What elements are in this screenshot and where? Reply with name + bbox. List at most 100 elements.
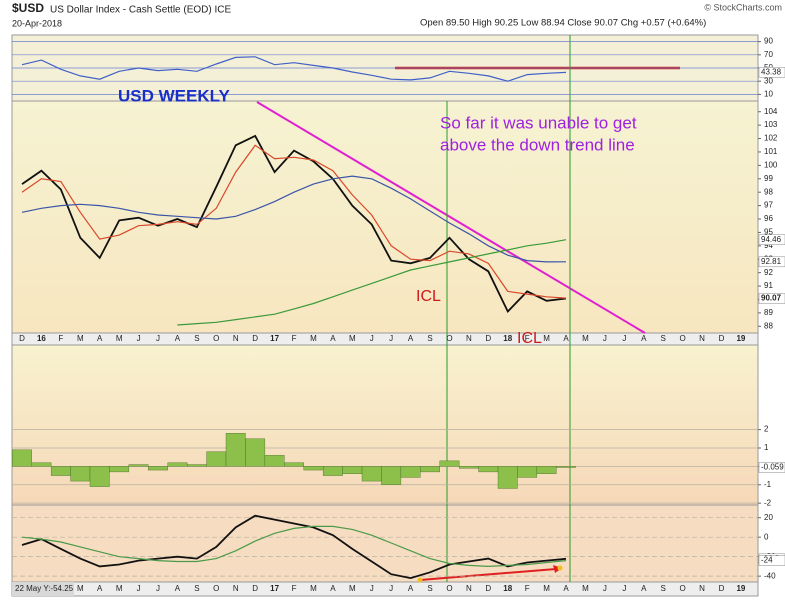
series-line: [21, 134, 567, 314]
x-tick-label: M: [582, 334, 589, 343]
x-tick-label: M: [543, 584, 550, 593]
histogram-bar: [458, 466, 479, 469]
panel-plot: [12, 41, 758, 95]
histogram-bar: [361, 466, 382, 482]
histogram-bar: [517, 466, 538, 478]
series-line: [21, 175, 567, 263]
histogram-bar: [478, 466, 499, 473]
value-tag-box: [758, 234, 785, 245]
y-tick-label: 2: [764, 425, 769, 434]
y-tick-label: 20: [764, 513, 773, 522]
y-tick-label: 1: [764, 443, 769, 452]
histogram-bar: [536, 466, 557, 474]
annotation: USD WEEKLY: [118, 86, 230, 105]
value-tag-box: [758, 256, 785, 268]
x-tick-label: M: [349, 334, 356, 343]
histogram-bar: [225, 433, 246, 467]
histogram-bar: [186, 464, 207, 467]
annotation: ICL: [517, 330, 542, 347]
x-tick-label: 18: [503, 334, 512, 343]
y-tick-label: 96: [764, 214, 773, 223]
x-tick-label: D: [719, 334, 725, 343]
x-tick-label: J: [156, 584, 160, 593]
footer: 22 May Y:-54.25: [15, 584, 74, 593]
x-tick-label: D: [19, 334, 25, 343]
x-tick-label: N: [466, 584, 472, 593]
x-tick-label: 17: [270, 584, 279, 593]
histogram-bar: [167, 462, 188, 467]
x-tick-label: A: [641, 584, 647, 593]
y-tick-label: 88: [764, 321, 773, 330]
annotation: ICL: [416, 288, 441, 305]
x-tick-label: D: [485, 584, 491, 593]
value-tag: 90.07: [761, 294, 782, 303]
y-tick-label: 91: [764, 281, 773, 290]
x-tick-label: 19: [736, 334, 745, 343]
x-tick-label: F: [58, 334, 63, 343]
y-tick-label: -1: [764, 480, 772, 489]
x-tick-label: S: [661, 334, 666, 343]
y-tick-label: 101: [764, 147, 778, 156]
x-tick-label: A: [175, 584, 181, 593]
x-tick-label: F: [292, 334, 297, 343]
panel-plot: [12, 429, 758, 504]
x-tick-label: M: [349, 584, 356, 593]
y-tick-label: -2: [764, 498, 772, 507]
x-tick-label: J: [603, 584, 607, 593]
footer-box: [12, 582, 74, 596]
x-tick-label: F: [292, 584, 297, 593]
y-tick-label: 0: [764, 532, 769, 541]
price-panel: [11, 100, 759, 334]
x-tick-label: M: [77, 334, 84, 343]
value-tag: 43.38: [761, 67, 782, 76]
histogram-bar: [284, 462, 304, 467]
y-tick-label: 104: [764, 107, 778, 116]
series-line: [21, 514, 567, 580]
x-tick-label: J: [622, 334, 626, 343]
y-tick-label: 70: [764, 50, 773, 59]
annotation: above the down trend line: [440, 135, 635, 154]
y-tick-label: 95: [764, 228, 773, 237]
value-tag: -0.059: [761, 463, 784, 472]
x-tick-label: S: [194, 334, 199, 343]
panel-plot: [21, 134, 567, 326]
y-tick-label: 89: [764, 308, 773, 317]
histogram-bar: [303, 466, 324, 471]
x-tick-label: J: [137, 334, 141, 343]
value-tag: -24: [761, 556, 773, 565]
x-tick-label: 18: [503, 584, 512, 593]
histogram-bar: [439, 460, 460, 467]
x-tick-label: A: [408, 334, 414, 343]
x-tick-label: 19: [736, 584, 745, 593]
x-tick-label: A: [330, 334, 336, 343]
x-tick-label: J: [389, 334, 393, 343]
x-tick-label: D: [719, 584, 725, 593]
trend-line: [256, 101, 646, 334]
histogram-bar: [400, 466, 421, 478]
annotation: So far it was unable to get: [440, 113, 637, 132]
x-tick-label: S: [661, 584, 666, 593]
x-tick-label: M: [310, 584, 317, 593]
x-tick-label: N: [233, 584, 239, 593]
histogram-bar: [31, 462, 52, 467]
divergence-dot: [417, 577, 423, 583]
x-tick-label: N: [233, 334, 239, 343]
x-tick-label: J: [137, 584, 141, 593]
x-tick-label: S: [427, 334, 432, 343]
divergence-arrow: [419, 568, 557, 581]
histogram-bar: [245, 438, 266, 467]
x-tick-label: A: [408, 584, 414, 593]
histogram-bar: [556, 466, 576, 468]
x-tick-label: O: [446, 584, 452, 593]
x-tick-label: O: [213, 584, 219, 593]
y-tick-label: 10: [764, 90, 773, 99]
histogram-bar: [89, 466, 110, 487]
panel-plot: [12, 514, 758, 580]
histogram-bar: [50, 466, 71, 476]
x-tick-label: 17: [270, 334, 279, 343]
x-tick-label: F: [525, 334, 530, 343]
symbol: $USD: [12, 1, 44, 15]
y-tick-label: -40: [764, 571, 776, 580]
x-tick-label: O: [213, 334, 219, 343]
